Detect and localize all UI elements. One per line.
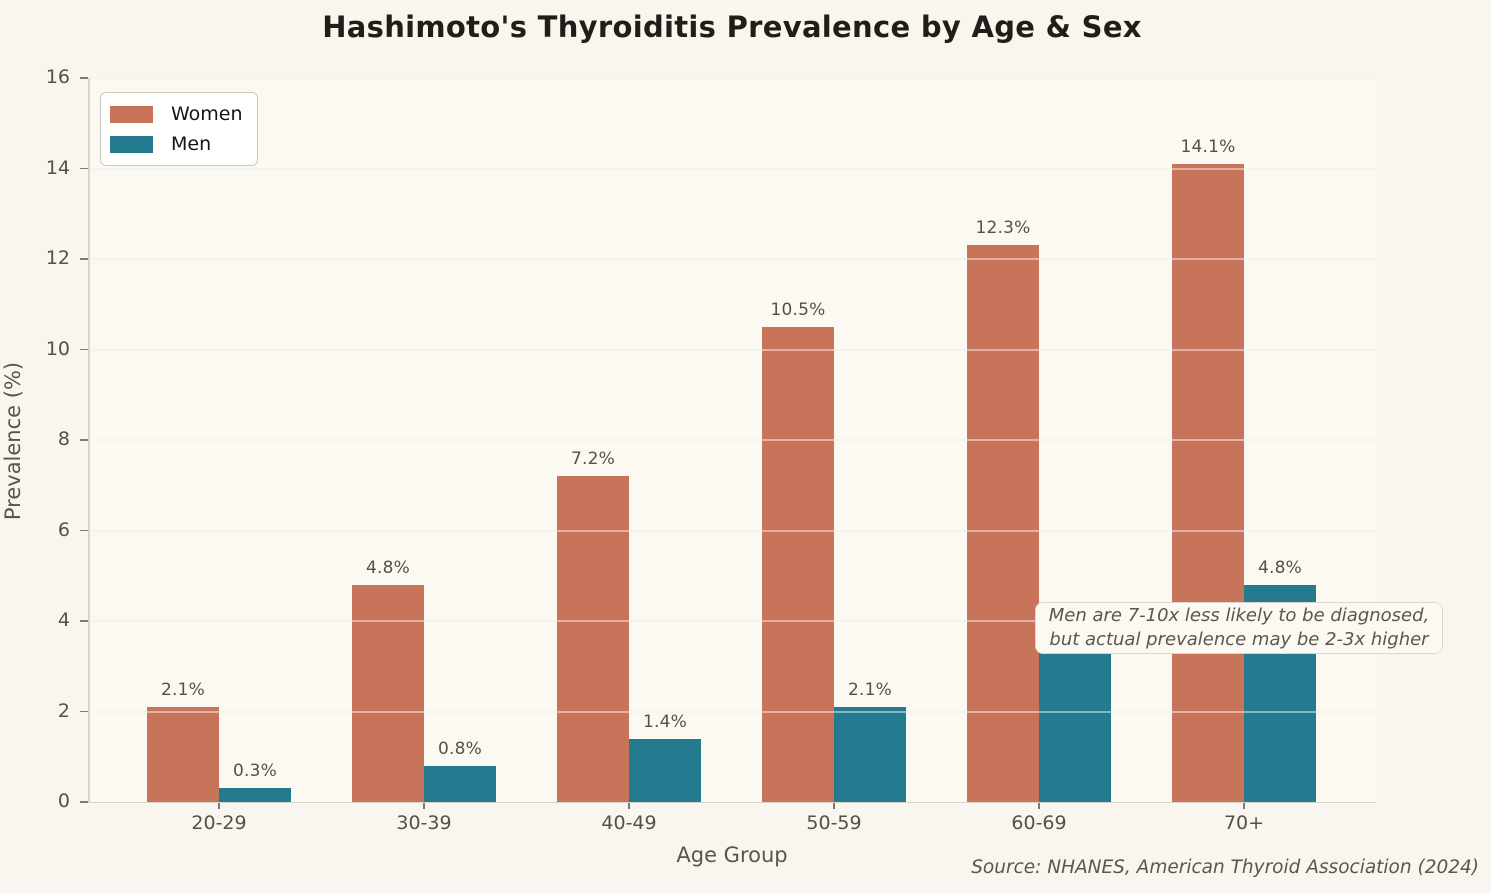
x-axis-spine: [88, 801, 1376, 803]
gridline-y-10: [88, 348, 1376, 351]
gridline-overlay-y-12: [88, 258, 1376, 260]
bar-label-women-70+: 14.1%: [1180, 136, 1236, 157]
bar-label-women-40-49: 7.2%: [571, 449, 615, 470]
legend: Women Men: [100, 92, 258, 166]
bar-women-40-49: [557, 476, 629, 802]
y-tick-mark-4: [80, 620, 88, 622]
legend-label-men: Men: [171, 133, 212, 155]
x-tick-mark-40-49: [628, 802, 630, 809]
bar-label-women-50-59: 10.5%: [770, 299, 826, 320]
bar-label-women-20-29: 2.1%: [161, 679, 205, 700]
y-tick-mark-14: [80, 167, 88, 169]
y-tick-mark-16: [80, 77, 88, 79]
x-tick-mark-20-29: [218, 802, 220, 809]
source-text: Source: NHANES, American Thyroid Associa…: [971, 857, 1479, 878]
gridline-overlay-y-16: [88, 77, 1376, 79]
gridline-y-6: [88, 529, 1376, 532]
chart-title: Hashimoto's Thyroiditis Prevalence by Ag…: [322, 10, 1142, 44]
x-tick-label-50-59: 50-59: [806, 812, 862, 834]
x-axis-label: Age Group: [676, 843, 788, 867]
annotation-line-1: Men are 7-10x less likely to be diagnose…: [1048, 605, 1430, 626]
y-tick-label-14: 14: [45, 156, 70, 179]
annotation-box: Men are 7-10x less likely to be diagnose…: [1035, 602, 1443, 654]
bar-women-30-39: [352, 584, 424, 802]
bar-label-men-50-59: 2.1%: [848, 679, 892, 700]
y-tick-label-4: 4: [57, 609, 70, 631]
legend-item-men: Men: [110, 132, 243, 156]
annotation-line-2: but actual prevalence may be 2-3x higher: [1049, 629, 1429, 650]
y-tick-label-16: 16: [45, 66, 70, 88]
bar-women-50-59: [762, 326, 834, 802]
bar-men-60-69: [1039, 652, 1111, 802]
gridline-y-4: [88, 620, 1376, 622]
bar-label-men-70+: 4.8%: [1258, 557, 1302, 578]
gridline-overlay-y-6: [88, 529, 1376, 532]
y-tick-label-12: 12: [45, 247, 70, 269]
y-tick-mark-8: [80, 439, 88, 441]
gridline-y-8: [88, 439, 1376, 441]
gridline-y-14: [88, 167, 1376, 170]
x-tick-mark-70+: [1243, 802, 1245, 809]
x-tick-mark-50-59: [833, 802, 835, 809]
y-axis-spine: [88, 78, 90, 802]
bar-men-30-39: [424, 765, 496, 802]
bar-men-50-59: [834, 706, 906, 802]
gridline-y-12: [88, 258, 1376, 260]
x-tick-label-70+: 70+: [1223, 812, 1265, 834]
gridline-overlay-y-4: [88, 620, 1376, 622]
legend-label-women: Women: [171, 103, 243, 125]
x-tick-label-20-29: 20-29: [191, 812, 247, 834]
x-tick-label-40-49: 40-49: [601, 812, 657, 834]
bar-label-men-30-39: 0.8%: [438, 738, 482, 759]
legend-item-women: Women: [110, 102, 243, 126]
gridline-y-2: [88, 710, 1376, 713]
y-tick-label-10: 10: [45, 337, 70, 360]
y-tick-label-0: 0: [57, 790, 70, 812]
gridline-overlay-y-2: [88, 710, 1376, 713]
y-tick-label-2: 2: [57, 699, 70, 722]
bar-women-60-69: [967, 245, 1039, 802]
bar-label-men-40-49: 1.4%: [643, 711, 687, 732]
y-tick-mark-12: [80, 258, 88, 260]
x-tick-mark-60-69: [1038, 802, 1040, 809]
x-tick-label-60-69: 60-69: [1011, 812, 1067, 834]
gridline-overlay-y-10: [88, 348, 1376, 351]
plot-area: 2.1% 4.8% 7.2% 10.5% 12.3% 14.1% 0.3% 0.8% 1.4% 2…: [88, 77, 1376, 803]
bar-women-70+: [1172, 163, 1244, 802]
y-tick-label-8: 8: [57, 428, 70, 450]
legend-swatch-women: [110, 105, 153, 123]
legend-swatch-men: [110, 135, 153, 153]
bar-label-men-20-29: 0.3%: [233, 761, 277, 782]
x-tick-mark-30-39: [423, 802, 425, 809]
y-tick-mark-10: [80, 348, 88, 350]
bar-men-20-29: [219, 788, 291, 802]
y-tick-mark-2: [80, 710, 88, 712]
gridline-overlay-y-8: [88, 439, 1376, 441]
y-tick-mark-6: [80, 529, 88, 531]
gridline-overlay-y-14: [88, 167, 1376, 170]
bar-women-20-29: [147, 706, 219, 802]
x-tick-label-30-39: 30-39: [396, 812, 452, 834]
bar-label-women-30-39: 4.8%: [366, 557, 410, 578]
bar-label-women-60-69: 12.3%: [975, 218, 1031, 239]
bar-men-40-49: [629, 738, 701, 802]
y-tick-label-6: 6: [57, 518, 70, 541]
gridline-y-16: [88, 77, 1376, 79]
y-tick-mark-0: [80, 801, 88, 803]
